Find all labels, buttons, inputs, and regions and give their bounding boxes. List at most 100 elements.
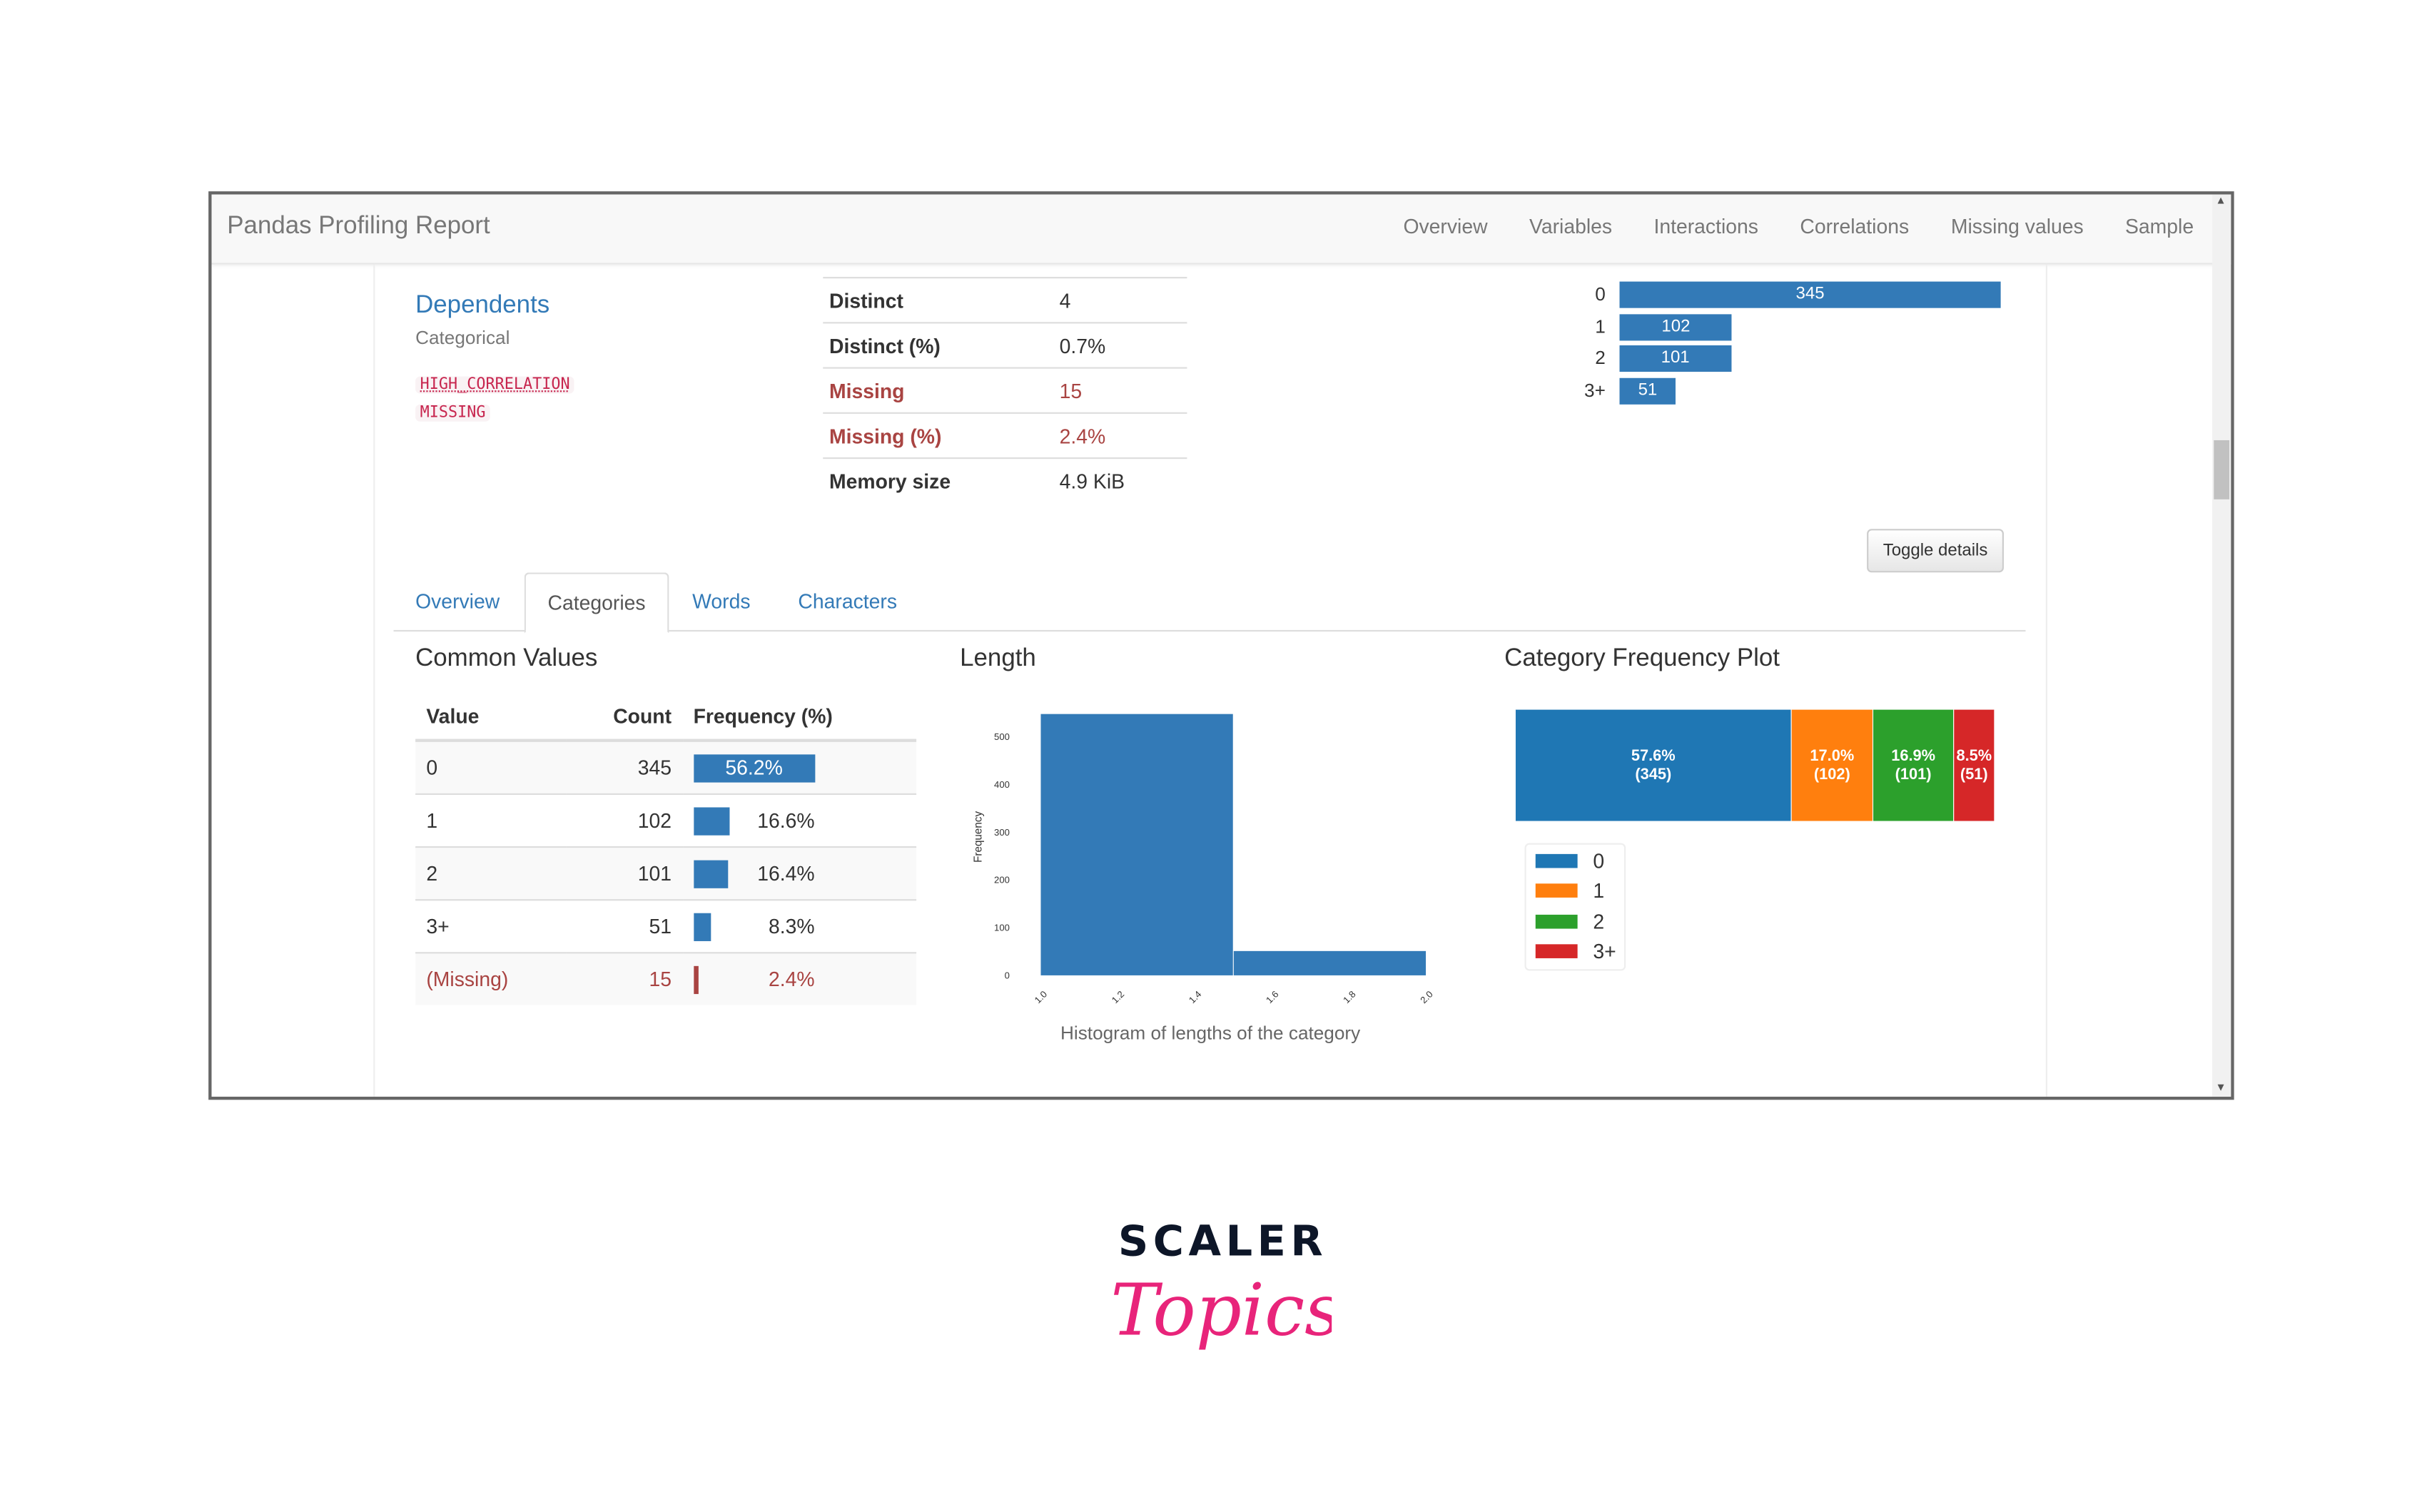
mini-bar-label: 0: [1595, 283, 1606, 305]
y-axis-label: Frequency: [973, 811, 985, 862]
nav-overview[interactable]: Overview: [1403, 214, 1488, 238]
y-tick-label: 200: [994, 875, 1010, 886]
count-cell: 51: [566, 899, 683, 953]
frequency-label: 8.3%: [769, 913, 815, 938]
value-cell: 2: [415, 846, 567, 900]
stack-segment: [1790, 709, 1874, 822]
segment-percent-label: 17.0%: [1810, 746, 1854, 764]
x-tick-label: 2.0: [1418, 989, 1434, 1005]
col-count: Count: [566, 692, 683, 742]
segment-count-label: (101): [1895, 765, 1932, 783]
scroll-up-icon[interactable]: ▲: [2215, 196, 2226, 207]
tab-overview[interactable]: Overview: [415, 589, 500, 613]
stack-segment: [1953, 709, 1995, 822]
stat-label: Distinct (%): [823, 322, 1053, 368]
frequency-cell: 8.3%: [682, 899, 917, 953]
value-cell: 3+: [415, 899, 567, 953]
category-legend: 0 1 2 3+: [1524, 843, 1626, 971]
common-values-heading: Common Values: [415, 645, 598, 672]
frequency-label: 56.2%: [725, 755, 783, 779]
mini-bar: 102: [1619, 313, 1733, 340]
frequency-label: 16.4%: [757, 861, 815, 885]
legend-label: 2: [1593, 909, 1605, 933]
segment-count-label: (345): [1635, 765, 1671, 783]
stats-row: Distinct (%) 0.7%: [823, 322, 1187, 368]
histogram-bar: [1233, 950, 1427, 975]
mini-bar: 345: [1619, 281, 2001, 308]
tab-divider: [393, 629, 2026, 632]
mini-bar-label: 2: [1595, 347, 1606, 369]
scrollbar[interactable]: [2212, 194, 2231, 1097]
stat-value: 4.9 KiB: [1053, 457, 1187, 503]
frequency-bar: [693, 806, 729, 835]
col-frequency: Frequency (%): [682, 692, 917, 742]
frequency-bar: [693, 859, 729, 888]
legend-swatch: [1535, 883, 1578, 898]
badge-missing: MISSING: [415, 404, 491, 422]
common-value-row: 1 102 16.6%: [415, 793, 917, 848]
segment-count-label: (51): [1960, 765, 1988, 783]
y-tick-label: 500: [994, 731, 1010, 742]
common-value-row: 3+ 51 8.3%: [415, 899, 917, 953]
scroll-down-icon[interactable]: ▼: [2215, 1082, 2226, 1094]
stat-value: 4: [1053, 277, 1187, 323]
stat-label: Memory size: [823, 457, 1053, 503]
stat-label: Missing: [823, 367, 1053, 413]
stats-table: Distinct 4 Distinct (%) 0.7% Missing 15 Missin…: [823, 277, 1187, 503]
brand-title[interactable]: Pandas Profiling Report: [227, 213, 490, 240]
count-cell: 101: [566, 846, 683, 900]
nav-variables[interactable]: Variables: [1529, 214, 1613, 238]
variable-type: Categorical: [415, 326, 510, 349]
frequency-bar: [693, 754, 815, 782]
legend-item: 0: [1535, 849, 1604, 873]
nav-sample[interactable]: Sample: [2125, 214, 2194, 238]
tab-categories[interactable]: Categories: [524, 572, 669, 634]
variable-name[interactable]: Dependents: [415, 292, 550, 319]
legend-label: 3+: [1593, 939, 1616, 963]
mini-bar-label: 3+: [1584, 378, 1606, 401]
x-tick-label: 1.8: [1341, 989, 1357, 1005]
stat-label: Missing (%): [823, 412, 1053, 459]
stats-row: Missing 15: [823, 367, 1187, 413]
stat-value: 0.7%: [1053, 322, 1187, 368]
badge-high-correlation[interactable]: HIGH_CORRELATION: [415, 376, 575, 394]
x-axis-label: Histogram of lengths of the category: [1060, 1022, 1361, 1043]
common-value-row: 0 345 56.2%: [415, 739, 917, 794]
frequency-cell: 2.4%: [682, 952, 917, 1005]
mini-bar: 51: [1619, 377, 1676, 404]
segment-percent-label: 16.9%: [1891, 746, 1935, 764]
stat-value: 2.4%: [1053, 412, 1187, 459]
y-tick-label: 100: [994, 922, 1010, 933]
scaler-topics-logo: SCALER Topics: [1114, 1216, 1332, 1351]
svg-text:SCALER: SCALER: [1118, 1216, 1327, 1265]
tab-characters[interactable]: Characters: [798, 589, 897, 613]
scrollbar-thumb[interactable]: [2214, 440, 2230, 499]
legend-item: 3+: [1535, 939, 1616, 963]
nav-interactions[interactable]: Interactions: [1653, 214, 1758, 238]
segment-percent-label: 8.5%: [1956, 746, 1992, 764]
stack-segment: [1872, 709, 1955, 822]
browser-window: Pandas Profiling Report Overview Variabl…: [208, 191, 2234, 1100]
tab-words[interactable]: Words: [692, 589, 751, 613]
count-cell: 102: [566, 793, 683, 848]
nav-correlations[interactable]: Correlations: [1800, 214, 1910, 238]
nav-missing-values[interactable]: Missing values: [1950, 214, 2084, 238]
value-cell: 1: [415, 793, 567, 848]
toggle-details-button[interactable]: Toggle details: [1867, 529, 2004, 573]
y-tick-label: 0: [1005, 970, 1010, 980]
y-tick-label: 400: [994, 779, 1010, 790]
histogram-bar: [1040, 714, 1233, 975]
category-frequency-heading: Category Frequency Plot: [1504, 645, 1780, 672]
legend-item: 2: [1535, 909, 1605, 933]
frequency-bar: [693, 965, 699, 993]
length-heading: Length: [960, 645, 1036, 672]
frequency-cell: 16.4%: [682, 846, 917, 900]
x-tick-label: 1.0: [1033, 989, 1049, 1005]
frequency-cell: 56.2%: [682, 739, 917, 794]
value-cell: (Missing): [415, 952, 567, 1005]
legend-swatch: [1535, 853, 1578, 868]
frequency-label: 16.6%: [757, 808, 815, 832]
stats-row: Missing (%) 2.4%: [823, 412, 1187, 459]
legend-swatch: [1535, 944, 1578, 958]
stats-row: Distinct 4: [823, 277, 1187, 323]
